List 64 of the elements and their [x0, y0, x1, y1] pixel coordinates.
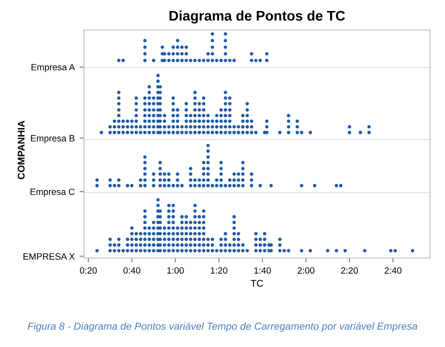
x-tick-label: 1:40	[254, 267, 271, 274]
point	[180, 52, 184, 56]
point	[176, 45, 180, 49]
point	[176, 38, 180, 42]
point	[152, 58, 156, 62]
x-tick-label: 0:40	[123, 267, 140, 274]
point	[160, 45, 164, 49]
point	[219, 58, 223, 62]
point	[184, 45, 188, 49]
point	[265, 52, 268, 56]
point	[180, 45, 184, 49]
point	[193, 58, 197, 62]
point	[224, 52, 228, 56]
point	[210, 38, 214, 42]
point	[172, 52, 175, 56]
point	[176, 58, 180, 62]
point	[202, 58, 206, 62]
point	[143, 52, 147, 56]
x-axis-title: TC	[250, 280, 264, 287]
point	[254, 58, 258, 62]
point	[143, 38, 147, 42]
point	[188, 58, 192, 62]
point	[224, 38, 228, 42]
y-axis-title: COMPANHIA	[18, 120, 25, 180]
point	[210, 32, 214, 36]
point	[206, 58, 210, 62]
text: Empresa A	[32, 64, 75, 72]
x-tick-label: 0:20	[80, 267, 97, 274]
point	[228, 58, 232, 62]
x-tick-label: 2:20	[341, 267, 358, 274]
point	[167, 58, 171, 62]
point	[121, 58, 125, 62]
point	[117, 58, 121, 62]
chart-title: Diagrama de Pontos de TC	[170, 10, 345, 24]
point	[143, 58, 147, 62]
point	[143, 45, 147, 49]
point	[258, 58, 262, 62]
point	[172, 58, 175, 62]
point	[180, 58, 184, 62]
x-tick-label: 1:00	[167, 267, 184, 274]
text: Figura 8 - Diagrama de Pontos variável Tempo de Carregamento por variável Empresa	[28, 322, 418, 332]
point	[172, 45, 175, 49]
point	[232, 58, 236, 62]
point	[184, 58, 188, 62]
text: EMPRESA X	[24, 253, 75, 260]
x-tick-label: 1:20	[210, 267, 228, 274]
point	[215, 58, 218, 62]
point	[250, 52, 254, 56]
point	[167, 52, 171, 56]
x-tick-label: 2:00	[298, 267, 314, 274]
point	[176, 52, 180, 56]
point	[184, 52, 188, 56]
point	[210, 45, 214, 49]
point	[210, 58, 214, 62]
point	[265, 58, 268, 62]
point	[224, 58, 228, 62]
point	[198, 58, 202, 62]
point	[224, 45, 228, 49]
text: Empresa C	[30, 188, 75, 197]
point	[210, 52, 214, 56]
x-tick-label: 2:40	[384, 267, 402, 274]
point	[206, 52, 210, 56]
point	[250, 58, 254, 62]
text: Empresa B	[31, 135, 74, 144]
